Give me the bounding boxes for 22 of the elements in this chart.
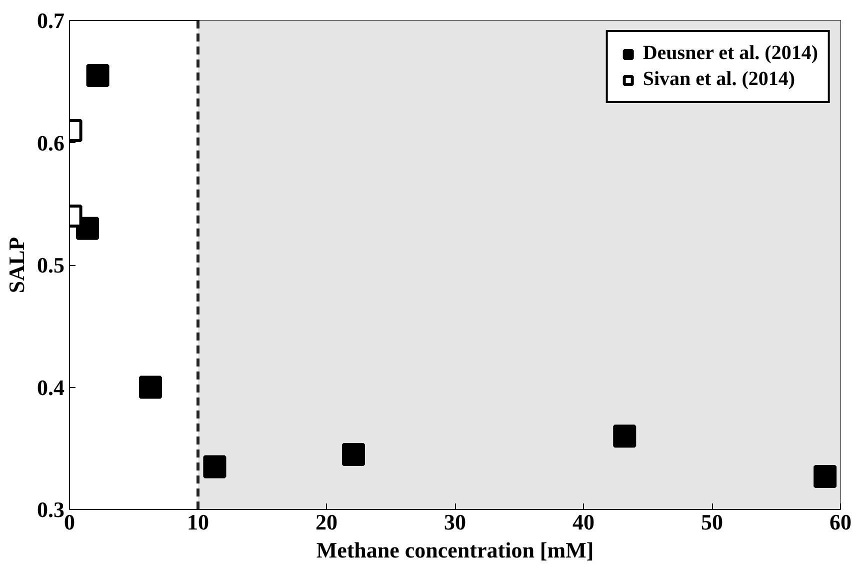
legend-label: Sivan et al. (2014): [642, 68, 796, 91]
y-tick-label: 0.4: [37, 374, 64, 400]
x-tick-label: 20: [316, 510, 338, 534]
point: [138, 376, 162, 399]
y-tick-label: 0.6: [37, 130, 64, 156]
point: [203, 455, 226, 478]
x-tick-label: 50: [701, 510, 723, 534]
point: [342, 442, 365, 466]
x-axis-title: Methane concentration [mM]: [316, 538, 594, 562]
y-axis-title: SALP: [4, 236, 29, 294]
y-tick-label: 0.5: [37, 252, 64, 278]
x-tick-label: 40: [572, 510, 594, 534]
x-tick-label: 10: [187, 510, 209, 534]
legend-label: Deusner et al. (2014): [642, 42, 818, 65]
x-tick-label: 0: [64, 510, 75, 534]
x-tick-label: 60: [830, 510, 852, 534]
point: [86, 64, 110, 88]
point: [814, 464, 837, 488]
y-tick-label: 0.3: [37, 497, 64, 522]
x-tick-label: 30: [444, 510, 466, 534]
point: [613, 424, 636, 448]
y-tick-label: 0.7: [37, 8, 64, 33]
